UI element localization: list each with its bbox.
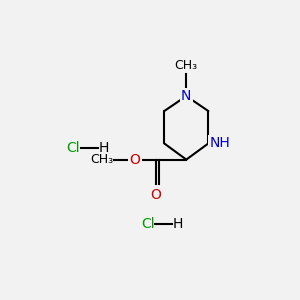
Text: CH₃: CH₃ (175, 59, 198, 72)
Text: Cl: Cl (141, 217, 155, 231)
Text: Cl: Cl (67, 141, 80, 155)
Text: O: O (130, 153, 141, 166)
Text: H: H (99, 141, 109, 155)
Text: N: N (181, 89, 191, 103)
Text: NH: NH (210, 136, 230, 150)
Text: O: O (151, 188, 161, 203)
Text: H: H (173, 217, 183, 231)
Text: CH₃: CH₃ (90, 153, 113, 166)
